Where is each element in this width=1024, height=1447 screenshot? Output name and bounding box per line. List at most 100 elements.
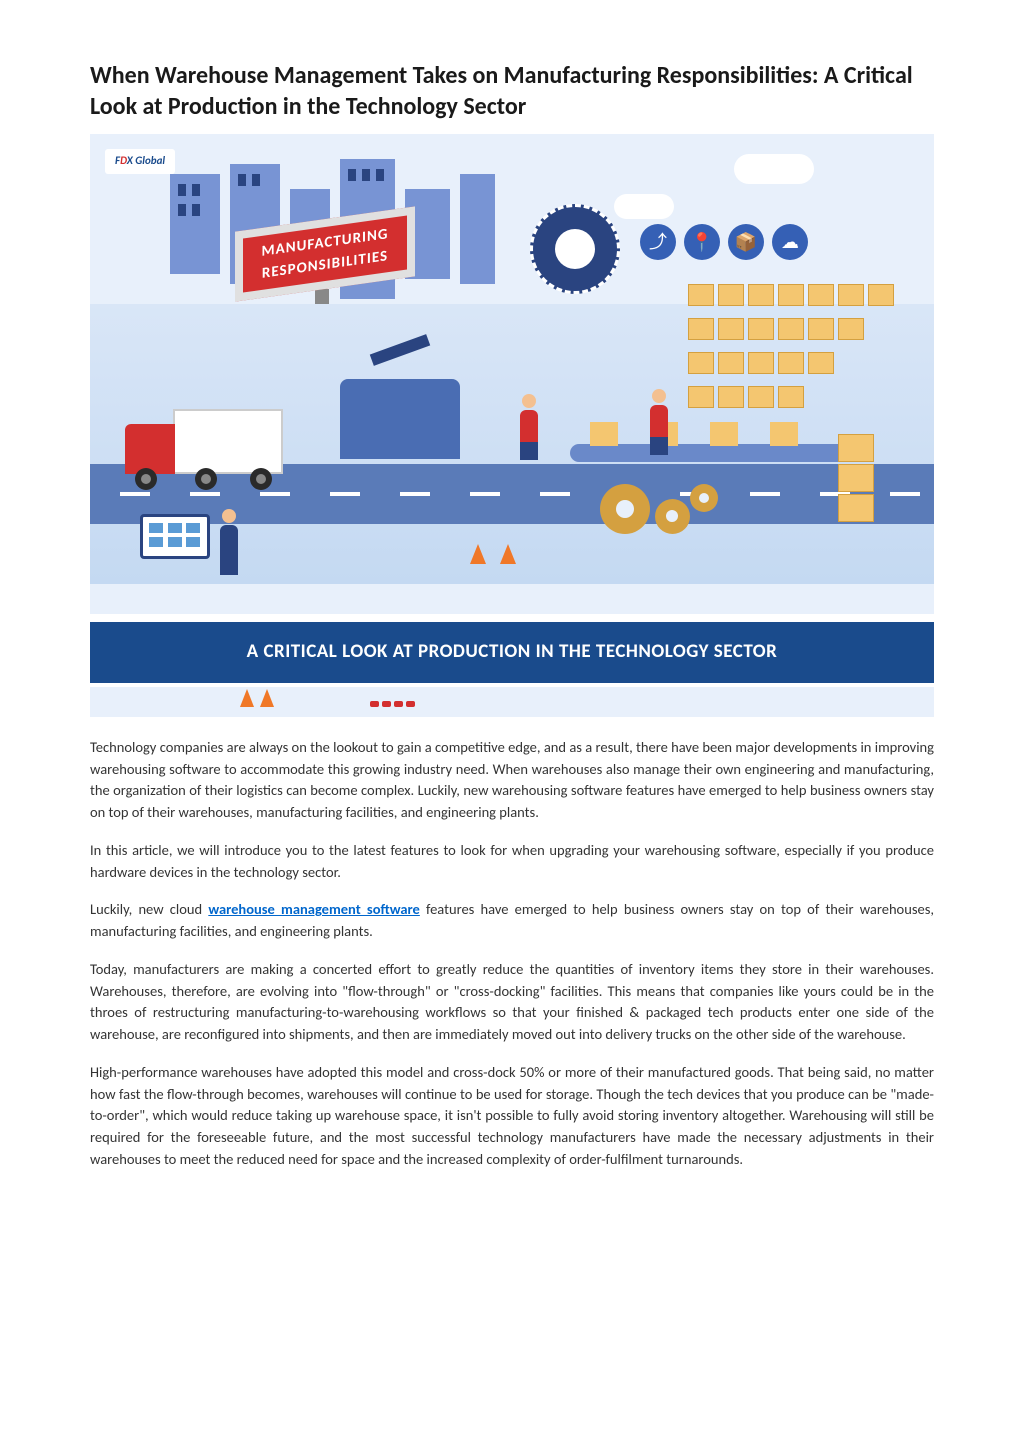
cloud-icon: ☁ (772, 224, 808, 260)
screen-tile (168, 523, 182, 533)
logo-text: D (120, 154, 127, 167)
road-dash (750, 492, 780, 496)
traffic-cone (500, 544, 516, 564)
body-paragraph: In this article, we will introduce you t… (90, 840, 934, 884)
body-paragraph: Technology companies are always on the l… (90, 737, 934, 824)
window-shape (178, 184, 186, 196)
logo-text: X Global (127, 154, 165, 167)
icon-buttons: ⤴ 📍 📦 ☁ (640, 224, 808, 260)
shelf-box (808, 284, 834, 306)
road-dash (400, 492, 430, 496)
share-icon: ⤴ (640, 224, 676, 260)
window-shape (376, 169, 384, 181)
shelf-box (748, 386, 774, 408)
road-dash (120, 492, 150, 496)
window-shape (192, 204, 200, 216)
worker-figure (520, 394, 538, 460)
body-paragraph: Today, manufacturers are making a concer… (90, 959, 934, 1046)
shelf-box (748, 318, 774, 340)
shelf-box (688, 386, 714, 408)
worker-head (522, 394, 536, 408)
shelf-row (688, 352, 894, 374)
screen-tile (186, 537, 200, 547)
step-shape (370, 701, 379, 707)
pallet-box (838, 464, 874, 492)
road-dash (190, 492, 220, 496)
step-shape (382, 701, 391, 707)
screen-grid (143, 517, 207, 553)
box-icon: 📦 (728, 224, 764, 260)
worker-figure (650, 389, 668, 455)
road-dash (540, 492, 570, 496)
screen-tile (168, 537, 182, 547)
worker-head (652, 389, 666, 403)
traffic-cone (470, 544, 486, 564)
road-dash (470, 492, 500, 496)
conveyor-box (770, 422, 798, 446)
road-dash (330, 492, 360, 496)
screen-tile (186, 523, 200, 533)
conveyor-box (710, 422, 738, 446)
window-shape (192, 184, 200, 196)
location-icon: 📍 (684, 224, 720, 260)
road-dash (890, 492, 920, 496)
window-shape (238, 174, 246, 186)
hero-footer-strip (90, 687, 934, 717)
shelf-box (778, 284, 804, 306)
window-shape (348, 169, 356, 181)
shelf-box (718, 284, 744, 306)
body-paragraph: High-performance warehouses have adopted… (90, 1062, 934, 1171)
screen-tile (149, 523, 163, 533)
shelf-row (688, 318, 894, 340)
worker-head (222, 509, 236, 523)
shelf-box (808, 318, 834, 340)
body-paragraph: Luckily, new cloud warehouse management … (90, 899, 934, 943)
shelf-rack (688, 284, 894, 408)
cloud-shape (614, 194, 674, 219)
step-shape (394, 701, 403, 707)
shelf-box (838, 284, 864, 306)
shelf-box (778, 352, 804, 374)
road-dash (260, 492, 290, 496)
shelf-box (718, 352, 744, 374)
shelf-box (748, 352, 774, 374)
shelf-row (688, 284, 894, 306)
shelf-box (868, 284, 894, 306)
gear-hole (666, 510, 678, 522)
gear-hole (616, 500, 634, 518)
pallet-stack (838, 434, 874, 524)
shelf-box (718, 386, 744, 408)
window-shape (362, 169, 370, 181)
pallet-box (838, 494, 874, 522)
wheel-inner (256, 474, 266, 484)
shelf-box (778, 318, 804, 340)
control-screen (140, 514, 210, 559)
machine-body (340, 379, 460, 459)
shelf-box (838, 318, 864, 340)
wms-link[interactable]: warehouse management software (208, 900, 420, 918)
worker-body (650, 405, 668, 437)
traffic-cone (240, 689, 254, 707)
conveyor-belt (570, 444, 850, 462)
shelf-box (718, 318, 744, 340)
worker-figure (220, 509, 238, 575)
shelf-row (688, 386, 894, 408)
window-shape (252, 174, 260, 186)
screen-tile (149, 537, 163, 547)
shelf-box (688, 284, 714, 306)
building-shape (460, 174, 495, 284)
worker-legs (520, 442, 538, 460)
pallet-box (838, 434, 874, 462)
traffic-cone (260, 689, 274, 707)
shelf-box (748, 284, 774, 306)
worker-legs (220, 557, 238, 575)
gear-hole (699, 493, 709, 503)
shelf-box (688, 318, 714, 340)
wheel-inner (201, 474, 211, 484)
conveyor-box (590, 422, 618, 446)
hero-illustration: FDX Global MANUFACTURING RESPONSIBILITIE… (90, 134, 934, 614)
hero-banner: A CRITICAL LOOK AT PRODUCTION IN THE TEC… (90, 622, 934, 683)
para-text: Luckily, new cloud (90, 900, 208, 918)
window-shape (178, 204, 186, 216)
building-shape (170, 174, 220, 274)
